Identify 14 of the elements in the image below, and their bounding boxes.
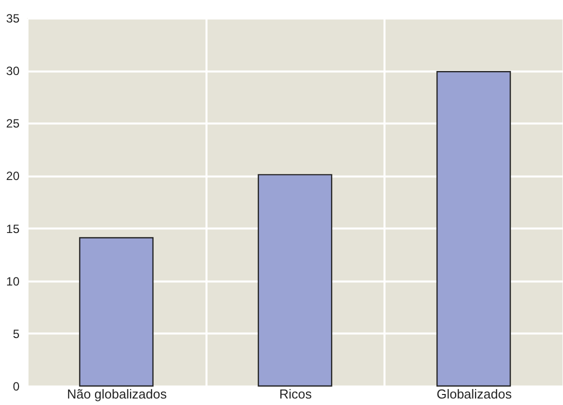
y-tick-label: 35: [6, 12, 20, 26]
y-tick-label: 30: [6, 64, 20, 78]
x-tick-label: Não globalizados: [66, 386, 168, 402]
y-tick-label: 20: [6, 169, 20, 184]
bar: [258, 174, 332, 387]
y-tick-label: 25: [6, 116, 20, 131]
y-tick-label: 10: [6, 274, 20, 288]
x-tick-label: Globalizados: [436, 386, 512, 402]
y-tick-label: 0: [12, 380, 20, 394]
y-tick-label: 5: [12, 326, 20, 341]
bar: [436, 71, 511, 387]
bar: [79, 237, 154, 387]
y-tick-label: 15: [6, 222, 20, 236]
x-tick-label: Ricos: [279, 386, 312, 402]
